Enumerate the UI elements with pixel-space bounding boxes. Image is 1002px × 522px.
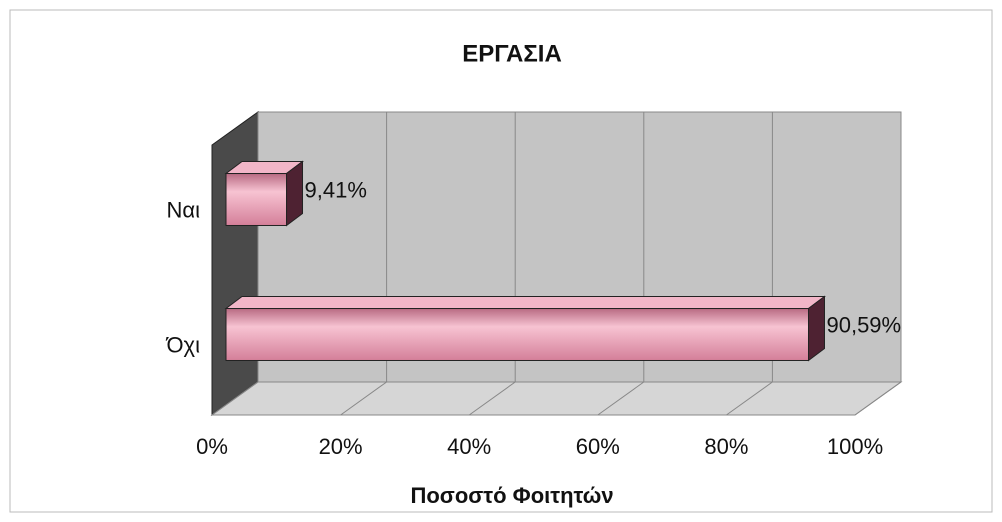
- floor-grid-line: [597, 381, 645, 416]
- left-wall: [211, 111, 259, 416]
- floor-grid-line: [211, 381, 259, 416]
- floor-grid-line: [726, 381, 773, 416]
- bar: [225, 173, 288, 226]
- x-tick-label: 80%: [704, 434, 748, 459]
- floor-grid-line: [854, 381, 902, 416]
- y-tick-label: Ναι: [167, 197, 201, 222]
- x-tick-label: 40%: [447, 434, 491, 459]
- value-label: 9,41%: [305, 177, 367, 202]
- bar-top: [224, 296, 826, 310]
- bar: [225, 308, 809, 361]
- bar-side: [807, 295, 825, 362]
- x-axis-label: Ποσοστό Φοιτητών: [410, 483, 613, 508]
- chart-title: ΕΡΓΑΣΙΑ: [462, 40, 562, 67]
- y-tick-label: Όχι: [166, 332, 201, 357]
- x-tick-label: 60%: [576, 434, 620, 459]
- bar-side: [286, 160, 304, 227]
- value-label: 90,59%: [826, 312, 901, 337]
- floor-grid-line: [468, 381, 516, 416]
- floor-grid-line: [340, 381, 387, 416]
- floor: [210, 381, 903, 416]
- x-tick-label: 20%: [319, 434, 363, 459]
- x-tick-label: 0%: [196, 434, 228, 459]
- x-tick-label: 100%: [827, 434, 883, 459]
